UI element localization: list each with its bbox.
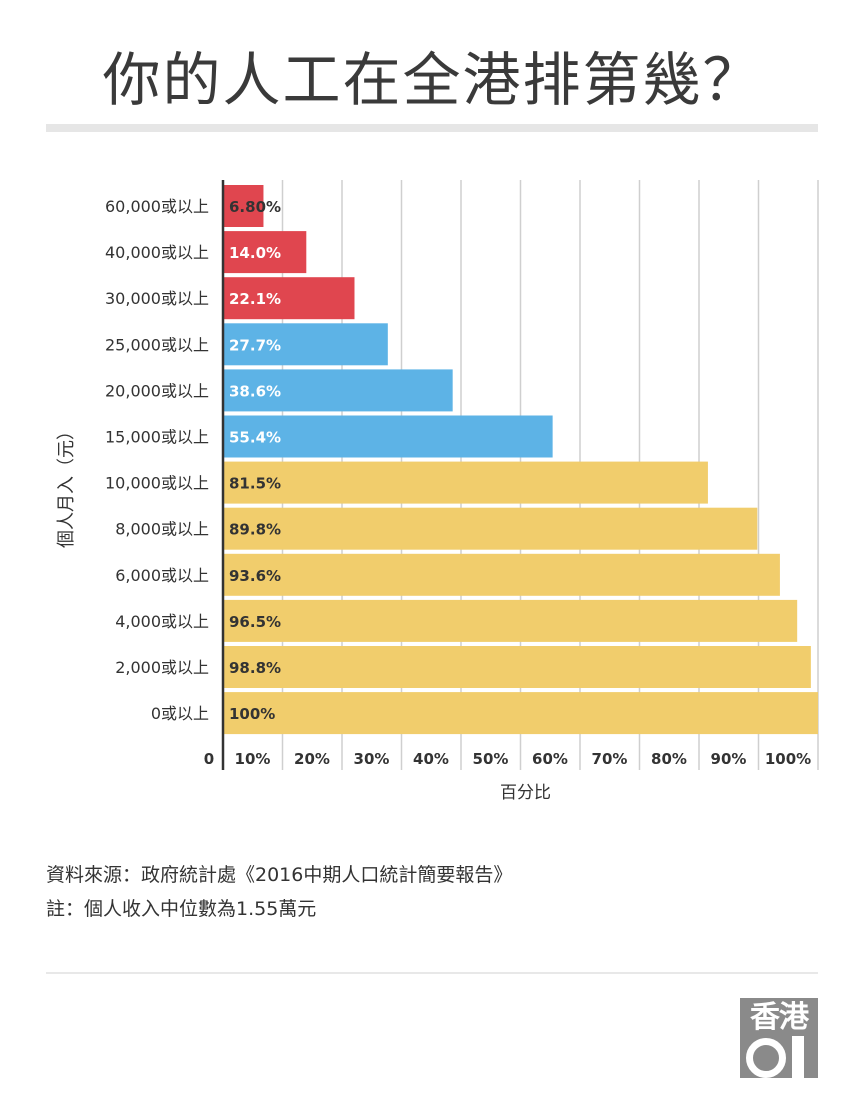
- logo-text: 香港: [750, 1000, 809, 1035]
- bar: [223, 277, 355, 320]
- logo-zero-mark: [746, 1038, 786, 1078]
- bar: [223, 507, 758, 550]
- bar: [223, 369, 453, 412]
- x-tick-label: 30%: [354, 750, 390, 768]
- x-tick-label: 80%: [651, 750, 687, 768]
- source-note: 資料來源：政府統計處《2016中期人口統計簡要報告》 註：個人收入中位數為1.5…: [46, 858, 512, 926]
- category-label: 25,000或以上: [105, 335, 209, 354]
- bar-value-label: 96.5%: [229, 613, 281, 631]
- bar-value-label: 89.8%: [229, 521, 281, 539]
- category-label: 60,000或以上: [105, 197, 209, 216]
- chart-title: 你的人工在全港排第幾？: [102, 46, 763, 114]
- category-label: 15,000或以上: [105, 428, 209, 447]
- bar-value-label: 22.1%: [229, 290, 281, 308]
- bar-value-label: 81.5%: [229, 475, 281, 493]
- x-tick-label: 40%: [413, 750, 449, 768]
- bar: [223, 231, 307, 274]
- category-label: 40,000或以上: [105, 243, 209, 262]
- x-tick-label: 10%: [235, 750, 271, 768]
- x-tick-label: 70%: [592, 750, 628, 768]
- bar: [223, 692, 818, 735]
- bar-value-label: 6.80%: [229, 198, 281, 216]
- category-label: 30,000或以上: [105, 289, 209, 308]
- bar-value-label: 100%: [229, 705, 275, 723]
- bar: [223, 461, 708, 504]
- x-tick-label: 60%: [532, 750, 568, 768]
- note-line: 註：個人收入中位數為1.55萬元: [46, 898, 317, 920]
- category-label: 2,000或以上: [115, 658, 209, 677]
- category-label: 4,000或以上: [115, 612, 209, 631]
- bar: [223, 599, 798, 642]
- bar-value-label: 98.8%: [229, 659, 281, 677]
- bar-value-label: 93.6%: [229, 567, 281, 585]
- hk01-logo: 香港: [740, 998, 818, 1078]
- category-label: 6,000或以上: [115, 566, 209, 585]
- y-axis-title: 個人月入（元）: [56, 422, 77, 548]
- title-divider: [46, 124, 818, 132]
- x-axis-title: 百分比: [500, 783, 551, 803]
- x-tick-label: 50%: [473, 750, 509, 768]
- category-label: 10,000或以上: [105, 474, 209, 493]
- footer-divider: [46, 972, 818, 974]
- bar-value-label: 55.4%: [229, 429, 281, 447]
- x-tick-label: 100%: [765, 750, 811, 768]
- x-tick-label: 20%: [294, 750, 330, 768]
- bar-value-label: 27.7%: [229, 336, 281, 354]
- bar-value-label: 38.6%: [229, 382, 281, 400]
- logo-one-mark: [792, 1036, 804, 1078]
- x-tick-label: 0: [204, 750, 214, 768]
- bar-value-label: 14.0%: [229, 244, 281, 262]
- category-label: 20,000或以上: [105, 381, 209, 400]
- bar: [223, 323, 388, 366]
- bar: [223, 185, 264, 227]
- bar: [223, 553, 780, 596]
- bar: [223, 646, 811, 688]
- bar-chart: 6.80% 60,000或以上 14.0% 40,000或以上 22.1% 30,000或…: [56, 180, 819, 803]
- category-label: 0或以上: [151, 704, 209, 723]
- source-line: 資料來源：政府統計處《2016中期人口統計簡要報告》: [46, 864, 513, 886]
- x-tick-label: 90%: [711, 750, 747, 768]
- category-label: 8,000或以上: [115, 520, 209, 539]
- bar: [223, 415, 553, 458]
